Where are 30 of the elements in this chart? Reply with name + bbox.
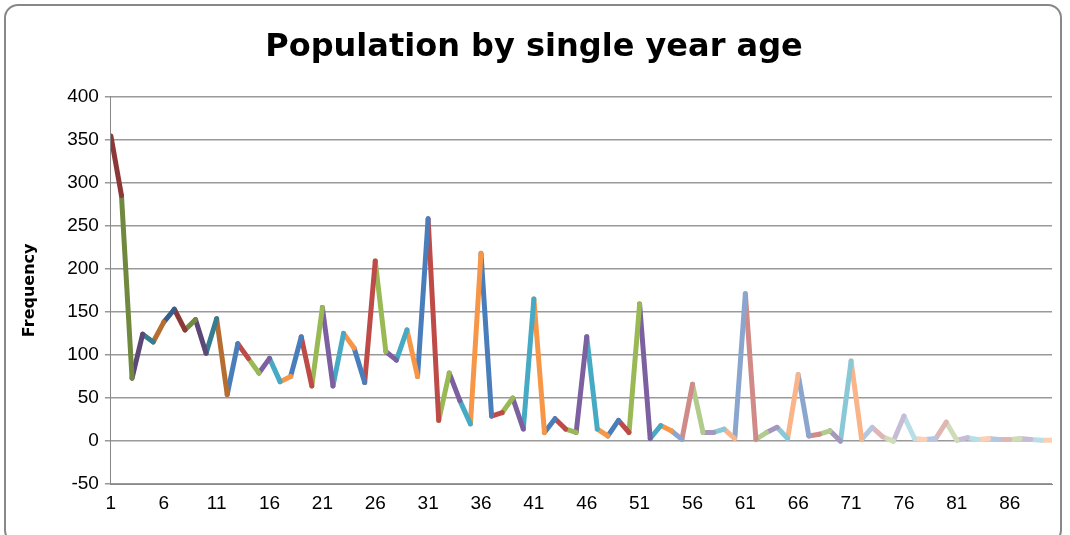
y-tick-label: 100: [67, 343, 99, 365]
x-tick-label: 26: [364, 491, 386, 513]
x-tick-label: 41: [523, 491, 545, 513]
x-tick-label: 6: [158, 491, 170, 513]
y-tick-label: 200: [67, 256, 99, 278]
x-tick-label: 81: [946, 491, 968, 513]
x-tick-label: 56: [681, 491, 704, 513]
x-tick-label: 86: [999, 491, 1021, 513]
x-tick-label: 16: [258, 491, 281, 513]
x-tick-label: 21: [311, 491, 333, 513]
x-tick-label: 61: [734, 491, 756, 513]
x-tick-label: 31: [417, 491, 439, 513]
y-axis-title: Frequency: [18, 242, 38, 338]
x-tick-label: 36: [470, 491, 492, 513]
chart-title: Population by single year age: [265, 25, 803, 64]
x-tick-label: 1: [105, 491, 117, 513]
x-tick-label: 71: [840, 491, 862, 513]
x-tick-label: 51: [629, 491, 651, 513]
y-tick-label: 50: [77, 386, 99, 408]
y-tick-label: 150: [67, 300, 99, 322]
y-tick-label: 250: [67, 213, 99, 235]
y-tick-label: 350: [67, 127, 99, 149]
x-tick-label: 66: [787, 491, 809, 513]
y-tick-label: -50: [71, 472, 99, 494]
x-tick-label: 76: [893, 491, 915, 513]
x-tick-label: 11: [206, 491, 227, 513]
y-tick-label: 0: [88, 429, 99, 451]
y-tick-label: 300: [67, 170, 99, 192]
x-tick-label: 46: [576, 491, 598, 513]
y-tick-label: 400: [67, 84, 99, 106]
